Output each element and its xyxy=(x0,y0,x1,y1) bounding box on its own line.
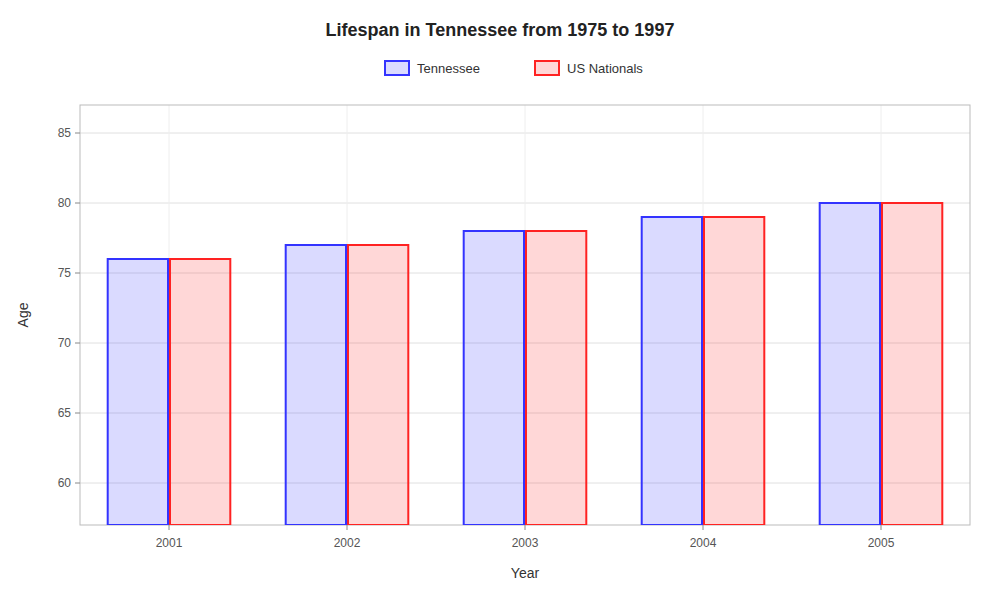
x-tick xyxy=(703,525,704,530)
y-tick xyxy=(75,343,80,344)
legend-swatch xyxy=(535,61,559,75)
y-tick xyxy=(75,133,80,134)
x-axis-label: Year xyxy=(511,565,540,581)
y-tick-label: 85 xyxy=(58,126,72,140)
plot-frame xyxy=(80,105,970,525)
y-tick xyxy=(75,483,80,484)
x-tick xyxy=(169,525,170,530)
x-tick xyxy=(525,525,526,530)
x-tick-label: 2005 xyxy=(868,536,895,550)
x-tick-label: 2002 xyxy=(334,536,361,550)
legend-swatch xyxy=(385,61,409,75)
y-tick-label: 80 xyxy=(58,196,72,210)
bar xyxy=(108,259,168,525)
y-tick-label: 65 xyxy=(58,406,72,420)
x-tick xyxy=(881,525,882,530)
chart-container: 60 65 70 75 80 85 2001 2002 2003 2004 2005 Year Age L… xyxy=(0,0,1000,600)
y-tick xyxy=(75,273,80,274)
y-tick xyxy=(75,203,80,204)
y-tick-label: 70 xyxy=(58,336,72,350)
bar xyxy=(286,245,346,525)
legend: Tennessee US Nationals xyxy=(385,61,643,76)
bar xyxy=(820,203,880,525)
x-tick-label: 2001 xyxy=(156,536,183,550)
bar xyxy=(704,217,764,525)
title: Lifespan in Tennessee from 1975 to 1997 xyxy=(326,20,675,40)
bar xyxy=(170,259,230,525)
y-tick-label: 60 xyxy=(58,476,72,490)
chart: 60 65 70 75 80 85 2001 2002 2003 2004 2005 Year Age L… xyxy=(0,0,1000,600)
bar xyxy=(526,231,586,525)
y-tick xyxy=(75,413,80,414)
bar xyxy=(882,203,942,525)
y-axis-label: Age xyxy=(15,302,31,327)
legend-label: Tennessee xyxy=(417,61,480,76)
x-tick-label: 2003 xyxy=(512,536,539,550)
x-tick xyxy=(347,525,348,530)
bar xyxy=(348,245,408,525)
y-tick-label: 75 xyxy=(58,266,72,280)
bar xyxy=(642,217,702,525)
legend-label: US Nationals xyxy=(567,61,643,76)
bars xyxy=(108,203,943,525)
bar xyxy=(464,231,524,525)
x-tick-label: 2004 xyxy=(690,536,717,550)
grid xyxy=(80,105,970,525)
axes: 60 65 70 75 80 85 2001 2002 2003 2004 2005 xyxy=(58,126,895,550)
